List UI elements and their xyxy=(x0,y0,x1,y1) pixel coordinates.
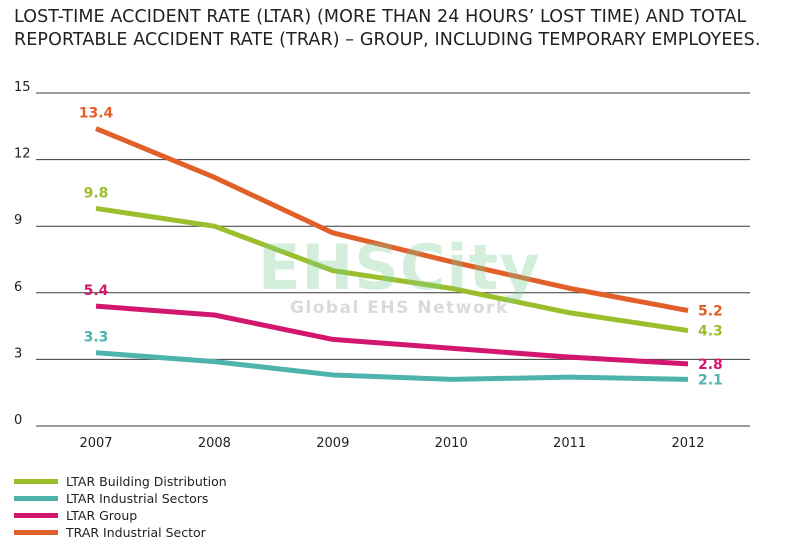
data-label-start: 13.4 xyxy=(79,106,114,122)
legend-swatch xyxy=(14,496,58,501)
data-label-start: 9.8 xyxy=(84,185,109,201)
legend-label: LTAR Group xyxy=(66,508,138,523)
legend-swatch xyxy=(14,513,58,518)
y-tick-label: 0 xyxy=(14,413,22,428)
y-tick-label: 15 xyxy=(14,80,31,95)
legend-label: LTAR Building Distribution xyxy=(66,474,227,489)
legend-item: TRAR Industrial Sector xyxy=(14,524,227,541)
series-line-trar-industrial-sector xyxy=(95,126,689,314)
legend-item: LTAR Building Distribution xyxy=(14,473,227,490)
x-axis-tick-labels: 2007 2008 2009 2010 2011 2012 xyxy=(79,436,704,451)
y-tick-label: 6 xyxy=(14,280,22,295)
x-tick-label: 2012 xyxy=(671,436,704,451)
x-tick-label: 2011 xyxy=(553,436,586,451)
x-tick-label: 2008 xyxy=(198,436,231,451)
legend-item: LTAR Group xyxy=(14,507,227,524)
chart-title-line-1: LOST-TIME ACCIDENT RATE (LTAR) (MORE THA… xyxy=(14,7,747,27)
x-tick-label: 2007 xyxy=(79,436,112,451)
y-tick-label: 9 xyxy=(14,213,22,228)
chart-legend: LTAR Building Distribution LTAR Industria… xyxy=(14,473,227,541)
chart-title-line-2: REPORTABLE ACCIDENT RATE (TRAR) – GROUP,… xyxy=(14,30,761,50)
legend-item: LTAR Industrial Sectors xyxy=(14,490,227,507)
legend-swatch xyxy=(14,479,58,484)
legend-label: LTAR Industrial Sectors xyxy=(66,491,209,506)
data-label-end: 2.1 xyxy=(698,372,723,388)
y-tick-label: 3 xyxy=(14,346,22,361)
series-lines xyxy=(95,126,689,382)
data-label-start: 3.3 xyxy=(84,330,109,346)
data-labels: 9.8 4.3 3.3 2.1 5.4 2.8 13.4 5.2 xyxy=(79,106,723,389)
x-tick-label: 2009 xyxy=(316,436,349,451)
legend-label: TRAR Industrial Sector xyxy=(66,525,206,540)
y-axis-tick-labels: 0 3 6 9 12 15 xyxy=(14,80,31,428)
legend-swatch xyxy=(14,530,58,535)
data-label-end: 2.8 xyxy=(698,357,723,373)
data-label-end: 5.2 xyxy=(698,304,723,320)
data-label-start: 5.4 xyxy=(84,283,109,299)
chart-title: LOST-TIME ACCIDENT RATE (LTAR) (MORE THA… xyxy=(14,6,784,52)
series-line-ltar-industrial-sectors xyxy=(95,350,689,382)
series-line-ltar-building-distribution xyxy=(95,205,689,334)
series-line-ltar-group xyxy=(95,303,689,367)
y-tick-label: 12 xyxy=(14,147,31,162)
x-tick-label: 2010 xyxy=(435,436,468,451)
data-label-end: 4.3 xyxy=(698,324,723,340)
